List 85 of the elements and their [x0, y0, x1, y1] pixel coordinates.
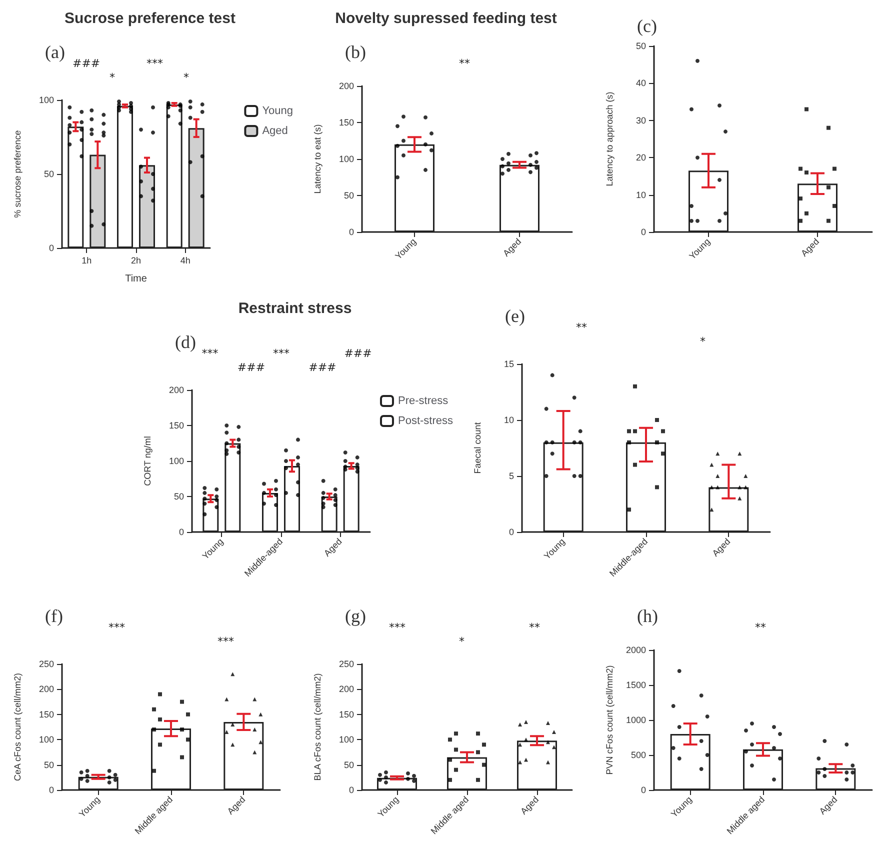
y-tick-label: 50: [174, 492, 184, 502]
y-tick-label: 10: [504, 415, 514, 425]
text: ###: [308, 361, 336, 374]
y-tick-label: 100: [168, 456, 184, 466]
text: ***: [146, 57, 164, 70]
y-tick-label: 0: [48, 785, 54, 795]
text: **: [459, 57, 470, 70]
text: ***: [389, 621, 406, 634]
y-tick-label: 0: [348, 227, 354, 237]
y-tick-label: 200: [168, 385, 184, 395]
y-tick-label: 150: [338, 709, 354, 720]
y-tick-label: 100: [338, 154, 354, 164]
legend-label: Aged: [262, 125, 288, 137]
y-tick-label: 150: [168, 420, 184, 430]
y-tick-label: 0: [48, 243, 54, 253]
chart-title: Sucrose preference test: [64, 10, 236, 27]
y-axis-title: PVN cFos count (cell/mm2): [604, 665, 614, 775]
y-tick-label: 15: [504, 359, 514, 369]
y-axis-title: % sucrose preference: [12, 130, 22, 218]
y-tick-label: 0: [178, 527, 184, 537]
chart-subtitle: (e): [505, 306, 525, 326]
y-tick-label: 100: [38, 95, 54, 105]
chart-subtitle: (d): [175, 332, 196, 352]
y-tick-label: 5: [508, 471, 514, 481]
y-tick-label: 50: [344, 190, 354, 200]
chart-subtitle: (f): [45, 606, 63, 626]
y-tick-label: 50: [44, 760, 54, 770]
y-tick-label: 20: [636, 152, 646, 163]
y-tick-label: 50: [44, 169, 54, 179]
chart-subtitle: (g): [345, 606, 366, 626]
y-axis-title: Faecal count: [472, 422, 482, 474]
y-axis-title: Latency to approach (s): [604, 92, 614, 186]
text: ***: [273, 347, 290, 360]
text: ***: [202, 347, 219, 360]
x-axis-title: Time: [125, 274, 148, 284]
y-tick-label: 50: [344, 760, 354, 770]
y-tick-label: 0: [640, 227, 646, 237]
y-tick-label: 100: [38, 734, 54, 745]
text: ***: [218, 635, 234, 648]
y-tick-label: 0: [508, 527, 514, 537]
y-axis-title: Latency to eat (s): [312, 124, 322, 194]
text: ***: [108, 621, 126, 634]
legend-label: Pre-stress: [398, 395, 449, 407]
x-tick-label: 1h: [82, 256, 92, 266]
text: **: [576, 321, 588, 334]
chart-subtitle: (b): [345, 42, 366, 62]
y-tick-label: 200: [38, 684, 54, 694]
text: ###: [344, 347, 372, 360]
x-tick-label: 4h: [180, 256, 190, 266]
legend-label: Young: [262, 105, 294, 117]
y-tick-label: 150: [338, 118, 354, 128]
text: **: [755, 621, 766, 634]
text: ###: [237, 361, 266, 374]
text: *: [184, 71, 190, 84]
y-tick-label: 150: [38, 709, 54, 720]
y-tick-label: 0: [348, 785, 354, 795]
legend-label: Post-stress: [398, 415, 454, 427]
y-tick-label: 1000: [626, 715, 646, 725]
text: **: [529, 621, 540, 634]
y-tick-label: 10: [636, 190, 646, 200]
x-tick-label: 2h: [130, 256, 142, 266]
text: *: [700, 335, 706, 348]
y-tick-label: 50: [636, 41, 646, 51]
text: ###: [72, 57, 100, 70]
chart-title: Novelty supressed feeding test: [335, 10, 557, 27]
y-tick-label: 200: [338, 684, 354, 694]
y-tick-label: 500: [630, 750, 646, 760]
y-axis-title: CORT ng/ml: [142, 436, 152, 486]
y-axis-title: BLA cFos count (cell/mm2): [312, 673, 322, 781]
y-tick-label: 40: [636, 78, 646, 88]
y-tick-label: 200: [338, 81, 354, 91]
chart-title: Restraint stress: [238, 300, 352, 317]
text: *: [110, 71, 116, 84]
chart-subtitle: (a): [45, 42, 65, 62]
y-tick-label: 1500: [626, 680, 646, 690]
chart-subtitle: (c): [637, 16, 657, 36]
y-tick-label: 0: [640, 785, 646, 795]
y-tick-label: 250: [338, 659, 354, 669]
text: *: [459, 635, 465, 648]
y-axis-title: CeA cFos count (cell/mm2): [12, 672, 22, 782]
y-tick-label: 100: [338, 734, 354, 745]
chart-subtitle: (h): [637, 606, 658, 626]
y-tick-label: 30: [636, 115, 646, 126]
y-tick-label: 250: [38, 659, 54, 669]
y-tick-label: 2000: [626, 645, 646, 655]
